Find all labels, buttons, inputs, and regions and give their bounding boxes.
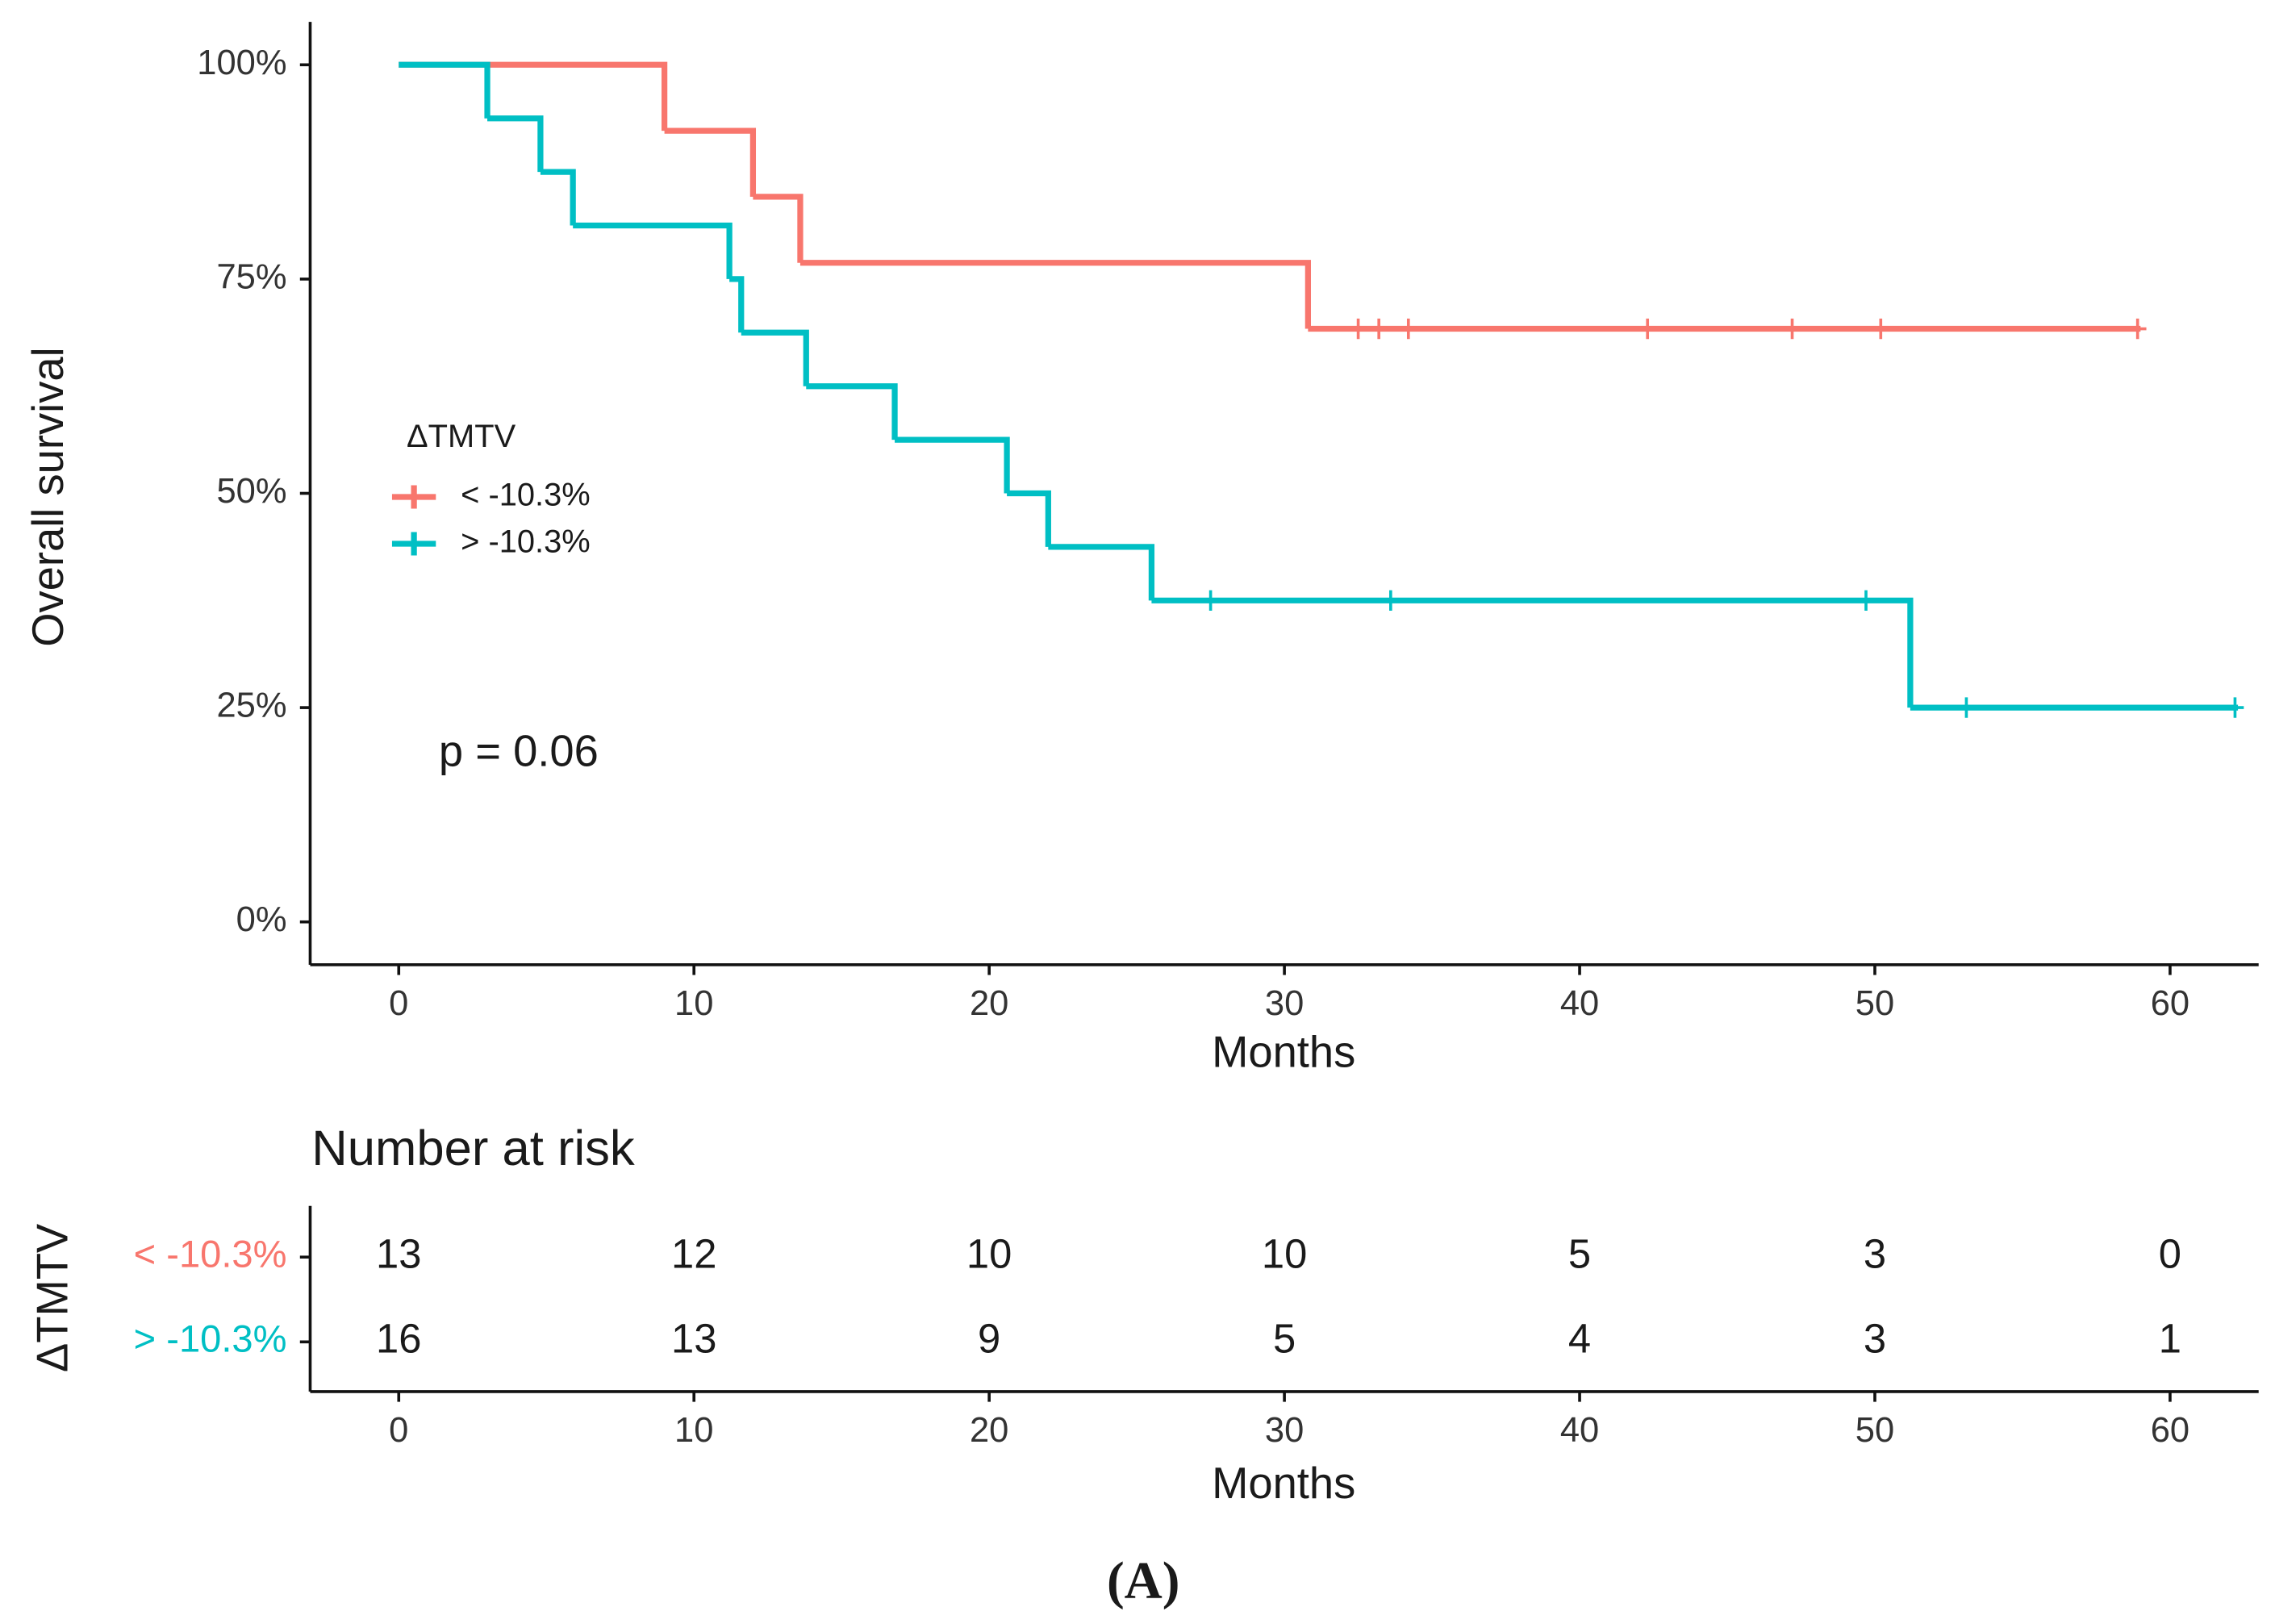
- y-tick-label: 100%: [197, 44, 286, 82]
- legend-swatch: [391, 485, 436, 509]
- risk-count: 3: [1864, 1316, 1886, 1362]
- row-label: < -10.3%: [134, 1233, 287, 1275]
- y-tick-label: 50%: [216, 472, 286, 511]
- risk-count: 3: [1864, 1231, 1886, 1277]
- x-tick-label: 60: [2151, 984, 2189, 1023]
- survival-step: [1007, 490, 1051, 547]
- censor-mark: [1201, 590, 1220, 611]
- survival-step: [1048, 544, 1155, 601]
- survival-step: [741, 329, 809, 386]
- censor-mark: [1349, 318, 1367, 340]
- x-tick-label: 10: [674, 984, 713, 1023]
- x-tick-label: 40: [1560, 1411, 1599, 1450]
- risk-count: 10: [966, 1231, 1012, 1277]
- censor-mark: [2226, 697, 2244, 718]
- censor-mark: [1957, 697, 1976, 718]
- p-value: p = 0.06: [439, 726, 599, 775]
- x-tick-label: 0: [389, 1411, 408, 1450]
- risk-count: 9: [978, 1316, 1000, 1362]
- censor-mark: [1857, 590, 1875, 611]
- survival-step: [806, 383, 898, 440]
- x-tick-label: 30: [1265, 1411, 1304, 1450]
- censor-mark: [1381, 590, 1400, 611]
- risk-count: 4: [1568, 1316, 1591, 1362]
- censor-mark: [2128, 318, 2147, 340]
- survival-step: [753, 194, 804, 263]
- x-tick-label: 50: [1855, 984, 1894, 1023]
- risk-x-axis-title: Months: [1212, 1459, 1355, 1508]
- censor-mark: [1399, 318, 1417, 340]
- y-axis-title: Overall survival: [23, 347, 73, 646]
- survival-step: [729, 276, 745, 333]
- x-tick-label: 0: [389, 984, 408, 1023]
- risk-y-axis-title: ΔTMTV: [28, 1223, 77, 1372]
- y-tick-label: 0%: [236, 900, 287, 939]
- legend-label: < -10.3%: [461, 478, 591, 513]
- risk-count: 13: [376, 1231, 421, 1277]
- x-tick-label: 30: [1265, 984, 1304, 1023]
- censor-mark: [1638, 318, 1657, 340]
- x-tick-label: 40: [1560, 984, 1599, 1023]
- y-tick-label: 25%: [216, 687, 286, 725]
- legend-label: > -10.3%: [461, 524, 591, 560]
- survival-step: [664, 127, 757, 197]
- x-tick-label: 20: [970, 1411, 1008, 1450]
- censor-mark: [1783, 318, 1801, 340]
- x-tick-label: 20: [970, 984, 1008, 1023]
- x-tick-label: 50: [1855, 1411, 1894, 1450]
- risk-count: 12: [671, 1231, 716, 1277]
- survival-step: [573, 222, 733, 279]
- x-tick-label: 60: [2151, 1411, 2189, 1450]
- legend-title: ΔTMTV: [407, 419, 516, 454]
- survival-step: [540, 169, 576, 226]
- survival-step: [895, 436, 1010, 494]
- x-tick-label: 10: [674, 1411, 713, 1450]
- survival-step: [1151, 597, 1914, 708]
- survival-step: [487, 115, 544, 173]
- survival-step: [799, 260, 1311, 329]
- row-label: > -10.3%: [134, 1317, 287, 1360]
- risk-count: 10: [1262, 1231, 1307, 1277]
- risk-title: Number at risk: [311, 1121, 635, 1176]
- risk-count: 5: [1568, 1231, 1591, 1277]
- survival-step: [399, 61, 490, 119]
- caption: (A): [1107, 1552, 1180, 1610]
- legend-swatch: [391, 532, 436, 556]
- x-axis-title: Months: [1212, 1028, 1355, 1077]
- risk-count: 0: [2159, 1231, 2181, 1277]
- risk-count: 5: [1273, 1316, 1296, 1362]
- risk-count: 13: [671, 1316, 716, 1362]
- censor-mark: [1872, 318, 1890, 340]
- y-tick-label: 75%: [216, 257, 286, 296]
- risk-count: 16: [376, 1316, 421, 1362]
- risk-count: 1: [2159, 1316, 2181, 1362]
- censor-mark: [1370, 318, 1388, 340]
